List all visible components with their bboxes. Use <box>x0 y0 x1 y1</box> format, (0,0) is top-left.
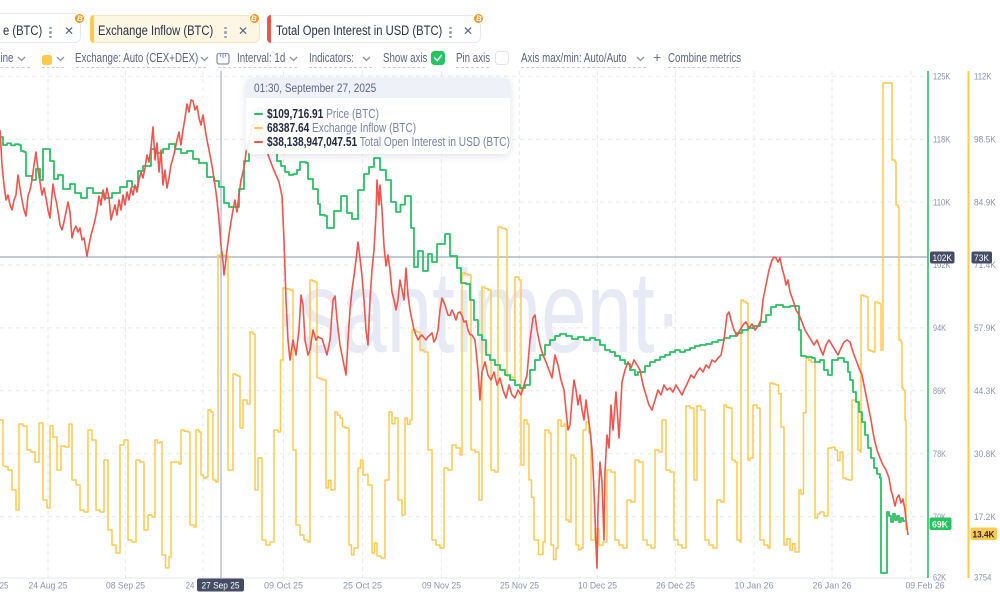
svg-text:25 Nov 25: 25 Nov 25 <box>500 581 539 592</box>
svg-text:10 Jan 26: 10 Jan 26 <box>734 581 773 592</box>
svg-text:3754: 3754 <box>974 573 991 584</box>
svg-text:125K: 125K <box>933 72 951 83</box>
svg-text:69K: 69K <box>932 520 948 531</box>
svg-text:57.9K: 57.9K <box>974 323 996 334</box>
svg-text:09 Oct 25: 09 Oct 25 <box>264 581 303 592</box>
svg-text:24: 24 <box>186 581 195 592</box>
svg-text:13.4K: 13.4K <box>973 530 995 541</box>
svg-text:26 Jan 26: 26 Jan 26 <box>812 581 851 592</box>
svg-text:27 Sep 25: 27 Sep 25 <box>202 581 240 592</box>
svg-text:09 Nov 25: 09 Nov 25 <box>422 581 461 592</box>
svg-text:08 Sep 25: 08 Sep 25 <box>106 581 145 592</box>
svg-text:17.2K: 17.2K <box>974 512 996 523</box>
svg-text:24 Aug 25: 24 Aug 25 <box>28 581 67 592</box>
svg-text:73K: 73K <box>974 253 990 264</box>
svg-text:78K: 78K <box>933 449 947 460</box>
svg-text:30.8K: 30.8K <box>974 449 996 460</box>
svg-text:26 Dec 25: 26 Dec 25 <box>656 581 695 592</box>
svg-text:102K: 102K <box>933 253 953 264</box>
svg-text:71.4K: 71.4K <box>974 260 996 271</box>
svg-text:112K: 112K <box>974 72 992 83</box>
svg-text:86K: 86K <box>933 386 947 397</box>
svg-text:44.3K: 44.3K <box>974 386 996 397</box>
svg-text:98.5K: 98.5K <box>974 134 996 145</box>
svg-text:09 Feb 26: 09 Feb 26 <box>905 581 944 592</box>
svg-text:102K: 102K <box>933 260 951 271</box>
svg-text:94K: 94K <box>933 323 947 334</box>
svg-text:62K: 62K <box>933 573 947 584</box>
svg-text:25 Oct 25: 25 Oct 25 <box>343 581 382 592</box>
svg-text:70K: 70K <box>933 512 947 523</box>
svg-text:·santiment·: ·santiment· <box>273 246 682 377</box>
svg-text:110K: 110K <box>933 197 951 208</box>
svg-text:25: 25 <box>0 581 8 592</box>
svg-text:84.9K: 84.9K <box>974 197 996 208</box>
svg-text:118K: 118K <box>933 134 951 145</box>
svg-text:10 Dec 25: 10 Dec 25 <box>578 581 617 592</box>
